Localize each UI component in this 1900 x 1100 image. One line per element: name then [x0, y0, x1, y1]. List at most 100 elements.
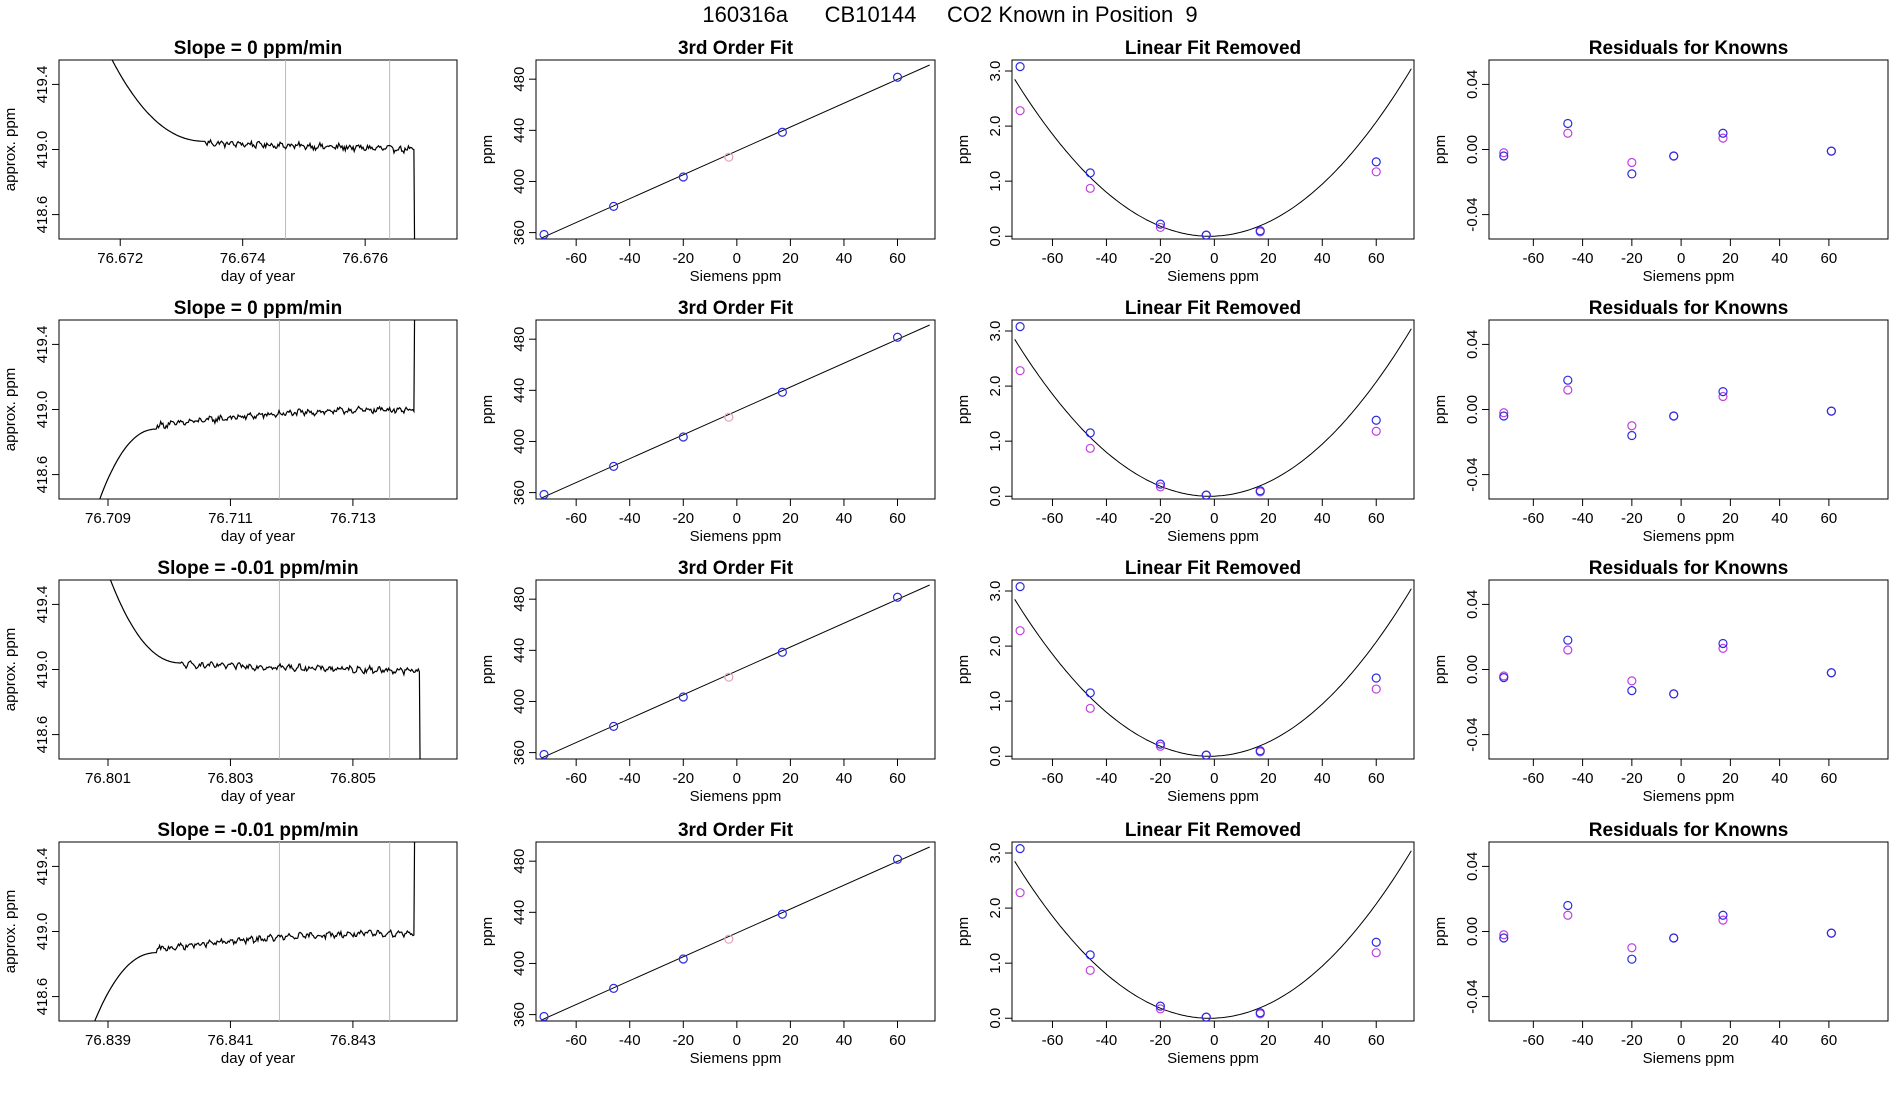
plot-area	[1014, 844, 1412, 1021]
known-point	[1255, 226, 1265, 236]
y-tick-label: 1.0	[987, 953, 1004, 974]
y-tick-label: 2.0	[987, 116, 1004, 137]
y-axis-label: ppm	[479, 135, 496, 164]
y-tick-label: 419.0	[34, 651, 51, 689]
x-tick-label: 60	[1821, 1032, 1838, 1049]
y-tick-label: 400	[511, 429, 528, 454]
fit-curve	[1014, 850, 1412, 1019]
x-tick-label: 20	[1722, 250, 1739, 267]
plot-frame	[535, 319, 936, 500]
y-tick-label: 400	[511, 169, 528, 194]
known-point	[1371, 673, 1381, 683]
known-point	[777, 387, 787, 397]
known-point	[1371, 157, 1381, 167]
sample-residual-point	[1499, 408, 1509, 418]
y-tick-label: 360	[511, 1002, 528, 1027]
sample-point	[1155, 482, 1165, 492]
sample-point	[1015, 626, 1025, 636]
x-tick-label: 20	[1260, 770, 1277, 787]
x-axis-label: Siemens ppm	[690, 528, 782, 545]
linrem-panel-2: Linear Fit Removed -60 -40 -20 0 20 40 60 0.0 1.0…	[955, 298, 1415, 545]
x-axis-label: Siemens ppm	[1643, 1050, 1735, 1067]
plot-area	[99, 320, 416, 499]
x-tick-label: 20	[782, 1032, 799, 1049]
x-axis-label: Siemens ppm	[1167, 528, 1259, 545]
x-tick-label: -40	[1096, 510, 1118, 527]
x-tick-label: 0	[1677, 770, 1685, 787]
sample-residual-point	[1499, 148, 1509, 158]
plot-frame	[535, 579, 936, 760]
known-point	[539, 1011, 549, 1021]
known-point	[1015, 62, 1025, 72]
x-tick-label: 60	[1368, 250, 1385, 267]
x-axis-label: Siemens ppm	[1167, 1050, 1259, 1067]
sample-residual-point	[1718, 643, 1728, 653]
known-residual-point	[1669, 151, 1679, 161]
resid-panel-3: Residuals for Knowns -60 -40 -20 0 20 40 60 -0.0…	[1432, 558, 1889, 805]
x-axis-label: Siemens ppm	[690, 268, 782, 285]
fit-curve	[1014, 68, 1412, 237]
plot-area	[539, 584, 930, 759]
y-tick-label: 2.0	[987, 636, 1004, 657]
y-tick-label: 360	[511, 740, 528, 765]
known-point	[1201, 750, 1211, 759]
y-tick-label: 1.0	[987, 691, 1004, 712]
known-residual-point	[1718, 910, 1728, 920]
x-tick-label: 76.803	[208, 770, 254, 787]
plot-frame	[1011, 579, 1415, 760]
x-tick-label: -40	[1572, 250, 1594, 267]
known-point	[1201, 490, 1211, 499]
x-tick-label: 60	[1368, 1032, 1385, 1049]
known-point	[1015, 582, 1025, 592]
known-residual-point	[1499, 673, 1509, 683]
sample-residual-point	[1563, 385, 1573, 395]
x-tick-label: 40	[1314, 770, 1331, 787]
x-tick-label: 60	[1821, 510, 1838, 527]
y-tick-label: 360	[511, 220, 528, 245]
x-tick-label: 40	[1771, 770, 1788, 787]
y-tick-label: 0.0	[987, 746, 1004, 767]
x-tick-label: 76.709	[85, 510, 131, 527]
y-axis-label: approx. ppm	[2, 890, 19, 973]
known-point	[777, 647, 787, 657]
panel-title: Slope = -0.01 ppm/min	[157, 558, 358, 579]
fit-curve	[1014, 588, 1412, 757]
y-axis-label: ppm	[955, 135, 972, 164]
y-tick-label: 419.0	[34, 913, 51, 951]
known-residual-point	[1669, 411, 1679, 421]
x-tick-label: -20	[1621, 250, 1643, 267]
panel-title: Slope = 0 ppm/min	[174, 38, 342, 59]
panel-title: Residuals for Knowns	[1589, 558, 1789, 579]
sample-point	[1371, 948, 1381, 958]
x-tick-label: 40	[1314, 1032, 1331, 1049]
x-tick-label: -40	[1572, 510, 1594, 527]
page-title: 160316a CB10144 CO2 Known in Position 9	[702, 2, 1198, 27]
y-tick-label: 400	[511, 689, 528, 714]
x-tick-label: 76.711	[208, 510, 253, 527]
unknown-point	[724, 672, 734, 682]
x-tick-label: -60	[1042, 510, 1064, 527]
y-tick-label: 440	[511, 118, 528, 143]
known-point	[678, 692, 688, 702]
known-point	[539, 749, 549, 759]
x-tick-label: -40	[1096, 770, 1118, 787]
x-tick-label: 76.841	[208, 1032, 254, 1049]
known-residual-point	[1627, 169, 1637, 179]
x-tick-label: -60	[1522, 250, 1544, 267]
x-tick-label: 0	[733, 1032, 741, 1049]
known-residual-point	[1627, 954, 1637, 964]
y-tick-label: 0.00	[1464, 395, 1481, 424]
x-tick-label: -20	[1621, 770, 1643, 787]
plot-area	[1014, 582, 1412, 759]
y-tick-label: 0.0	[987, 226, 1004, 247]
known-point	[1255, 486, 1265, 496]
y-tick-label: 3.0	[987, 321, 1004, 342]
x-tick-label: 40	[1314, 510, 1331, 527]
unknown-point	[724, 412, 734, 422]
x-tick-label: -20	[1621, 1032, 1643, 1049]
known-residual-point	[1563, 635, 1573, 645]
y-axis-label: ppm	[955, 395, 972, 424]
sample-residual-point	[1499, 930, 1509, 940]
y-tick-label: 480	[511, 67, 528, 92]
plot-area	[111, 60, 416, 239]
